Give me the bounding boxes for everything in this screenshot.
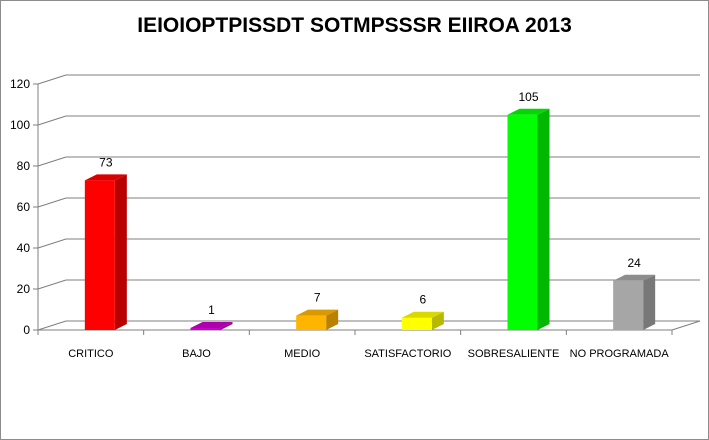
y-tick-label: 40 [17,241,31,255]
bar-top [190,321,233,328]
bar-front [507,114,538,330]
x-tick-label: SATISFACTORIO [364,348,451,360]
bar-front [613,280,644,330]
data-label: 105 [518,90,538,104]
bar-top [296,309,339,316]
x-tick-label: BAJO [182,348,211,360]
data-label: 24 [627,256,641,270]
data-label: 7 [314,291,321,305]
bar-side [114,174,127,330]
x-tick-label: SOBRESALIENTE [468,348,560,360]
bar-side [431,311,444,330]
x-tick-label: MEDIO [284,348,321,360]
bar-top [613,274,656,281]
bar-side [220,321,233,330]
bar-front [296,315,327,330]
gridlines [37,74,700,331]
bar-top [507,108,550,115]
x-tick-label: CRITICO [68,348,114,360]
y-tick-label: 20 [17,282,31,296]
bar-front [401,317,432,330]
bar-side [326,309,339,330]
bar-critico [84,174,127,330]
bar-top [84,174,127,181]
bar-front [84,180,115,330]
bar-bajo [190,321,233,330]
chart-title: IEIOIOPTPISSDT SOTMPSSSR EIIROA 2013 [137,14,572,37]
gridline-depth [37,115,67,126]
gridline-depth [37,279,67,290]
y-tick-label: 60 [17,200,31,214]
gridline-depth [37,238,67,249]
y-tick-label: 0 [23,323,30,337]
y-tick-label: 120 [10,77,30,91]
x-tick-label: NO PROGRAMADA [570,348,670,360]
bar-medio [296,309,339,330]
y-tick-label: 80 [17,159,31,173]
gridline-depth [37,156,67,167]
bar-front [190,327,221,330]
data-label: 1 [208,303,215,317]
bar-sobresaliente [507,108,550,330]
y-tick-label: 100 [10,118,30,132]
gridline-depth [37,74,67,85]
bar-side [537,108,550,330]
data-label: 73 [99,155,113,169]
labels: 0 20 40 60 80 100 120 73 CRITICO 1 BAJO 7 MEDIO 6 SATI… [10,77,669,360]
bar-no-programada [613,274,656,330]
bars [84,108,656,330]
bar-satisfactorio [401,311,444,330]
data-label: 6 [419,293,426,307]
gridline-depth [37,320,67,331]
floor-edge [671,320,701,331]
axes [33,83,701,335]
bar-top [401,311,444,318]
bar-side [643,274,656,330]
gridline-depth [37,197,67,208]
